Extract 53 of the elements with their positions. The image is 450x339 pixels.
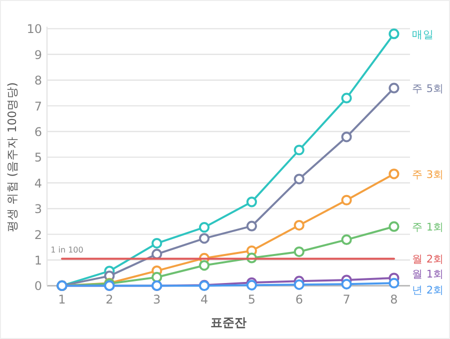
y-tick-label: 4 — [34, 176, 42, 190]
y-tick-label: 8 — [34, 74, 42, 88]
point — [198, 260, 210, 271]
point — [198, 222, 210, 233]
annotation: 1 in 100 — [50, 246, 84, 255]
point — [152, 238, 162, 249]
point — [246, 220, 258, 232]
point — [388, 28, 400, 40]
y-tick-label: 1 — [34, 254, 42, 268]
point — [152, 248, 162, 260]
series-label: 주 5회 — [412, 83, 444, 96]
x-tick-label: 7 — [342, 292, 350, 307]
point — [294, 220, 304, 231]
y-tick-label: 6 — [34, 125, 42, 139]
point — [294, 144, 304, 156]
x-tick-label: 5 — [248, 292, 256, 307]
x-tick-label: 2 — [106, 292, 114, 307]
point — [388, 82, 400, 94]
point — [388, 278, 400, 288]
series-label: 주 1회 — [412, 222, 444, 234]
point — [246, 280, 258, 290]
point — [152, 272, 162, 283]
x-tick-label: 3 — [153, 292, 161, 307]
y-tick-label: 10 — [26, 22, 42, 36]
series-label: 월 1회 — [412, 268, 444, 280]
point — [246, 196, 258, 208]
series-label: 주 3회 — [412, 168, 444, 181]
y-tick-label: 0 — [34, 279, 42, 294]
point — [341, 194, 352, 206]
x-tick-label: 8 — [390, 292, 398, 307]
point — [388, 221, 400, 232]
x-tick-label: 1 — [58, 292, 66, 307]
point — [341, 132, 352, 142]
y-tick-label: 7 — [34, 99, 42, 114]
point — [388, 168, 400, 180]
y-tick-label: 3 — [34, 202, 42, 216]
point — [341, 234, 352, 245]
point — [294, 174, 304, 184]
y-axis-title: 평생 위험 (음주자 100명당) — [5, 82, 19, 232]
y-tick-label: 9 — [34, 48, 42, 62]
point — [294, 246, 304, 258]
point — [198, 233, 210, 244]
x-tick-label: 6 — [295, 292, 303, 307]
series-label: 매일 — [412, 28, 434, 41]
y-tick-label: 5 — [34, 150, 42, 165]
y-tick-label: 2 — [34, 228, 42, 242]
x-tick-label: 4 — [200, 292, 208, 307]
point — [294, 279, 304, 290]
x-axis-title: 표준잔 — [210, 316, 246, 330]
series-label: 년 2회 — [412, 284, 444, 297]
point — [341, 278, 352, 290]
series-label: 월 2회 — [412, 254, 444, 266]
point — [341, 92, 352, 104]
